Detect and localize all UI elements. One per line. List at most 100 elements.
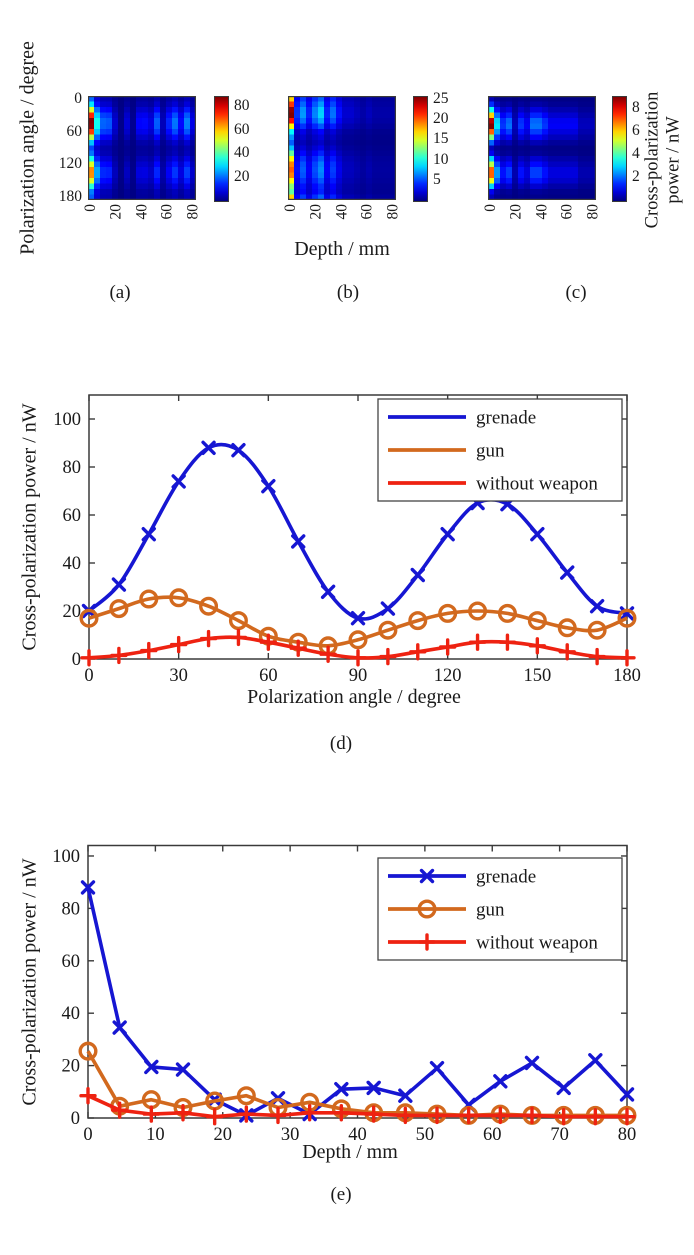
- heatmap-cell: [390, 117, 396, 124]
- heatmap-cell: [488, 96, 495, 102]
- heatmap-cell: [124, 134, 131, 141]
- heatmap-cell: [518, 117, 525, 124]
- heatmap-cell: [154, 112, 161, 119]
- heatmap-cell: [366, 189, 373, 195]
- heatmap-cell: [288, 172, 295, 179]
- heatmap-cell: [88, 106, 95, 113]
- heatmap-cell: [160, 96, 167, 102]
- heatmap-cell: [318, 156, 325, 163]
- heatmap-cell: [106, 161, 113, 168]
- heatmap-cell: [566, 145, 573, 152]
- heatmap-cell: [354, 194, 361, 200]
- heatmap-cell: [300, 172, 307, 179]
- heatmap-cell: [288, 101, 295, 108]
- heatmap-cell: [336, 96, 343, 102]
- heatmap-cell: [554, 178, 561, 184]
- heatmap-cell: [566, 101, 573, 108]
- heatmap-cell: [384, 145, 391, 152]
- heatmap-cell: [560, 183, 567, 190]
- heatmap-cell: [560, 150, 567, 157]
- y-tick-label: 100: [52, 847, 80, 867]
- heatmap-cell: [154, 145, 161, 152]
- heatmap-cell: [190, 189, 196, 195]
- heatmap-cell: [148, 134, 155, 141]
- heatmap-cell: [584, 139, 591, 146]
- heatmap-cell: [390, 172, 396, 179]
- heatmap-cell: [172, 194, 179, 200]
- heatmap-cell: [554, 156, 561, 163]
- heatmap-cell: [360, 106, 367, 113]
- heatmap-cell: [172, 106, 179, 113]
- heatmap-cell: [342, 134, 349, 141]
- series-marker-grenade: [530, 526, 545, 542]
- heatmap-cell: [172, 101, 179, 108]
- heatmap-cell: [288, 156, 295, 163]
- heatmap-cell: [88, 194, 95, 200]
- series-marker-grenade: [556, 1080, 571, 1096]
- heatmap-cell: [288, 106, 295, 113]
- heatmap-cell: [384, 150, 391, 157]
- heatmap-cell: [560, 156, 567, 163]
- heatmap-cell: [142, 161, 149, 168]
- heatmap-cell: [578, 139, 585, 146]
- heatmap-cell: [536, 134, 543, 141]
- heatmap-cell: [366, 134, 373, 141]
- heatmap-cell: [100, 106, 107, 113]
- heatmap-cell: [536, 145, 543, 152]
- heatmap-cell: [500, 150, 507, 157]
- legend-label: gun: [476, 441, 505, 462]
- heatmap-cell: [130, 123, 137, 130]
- heatmap-cell: [324, 194, 331, 200]
- heatmap-cell: [300, 156, 307, 163]
- heatmap-cell: [536, 183, 543, 190]
- heatmap-cell: [288, 96, 295, 102]
- heatmap-cell: [506, 178, 513, 184]
- legend-label: grenade: [476, 867, 536, 888]
- heatmap-cell: [100, 178, 107, 184]
- heatmap-cell: [136, 167, 143, 173]
- heatmap-cell: [130, 117, 137, 124]
- heatmap-cell: [548, 117, 555, 124]
- heatmap-cell: [506, 128, 513, 135]
- heatmap-cell: [572, 150, 579, 157]
- heatmap-cell: [190, 123, 196, 130]
- heatmap-cell: [330, 150, 337, 157]
- heatmap-cell: [118, 161, 125, 168]
- heatmap-cell: [342, 96, 349, 102]
- heatmap-cell: [360, 123, 367, 130]
- heatmap-cell: [378, 183, 385, 190]
- heatmap-cell: [372, 112, 379, 119]
- heatmap-cell: [512, 112, 519, 119]
- heatmap-cell: [190, 167, 196, 173]
- heatmap-cell: [94, 194, 101, 200]
- heatmap-cell: [106, 96, 113, 102]
- x-tick-label: 90: [349, 666, 368, 686]
- heatmap-cell: [130, 101, 137, 108]
- series-marker-grenade: [493, 1074, 508, 1089]
- heatmap-cell: [360, 101, 367, 108]
- heatmap-cell: [94, 172, 101, 179]
- heatmap-cell: [330, 128, 337, 135]
- heatmap-cell: [524, 123, 531, 130]
- heatmap-cell: [494, 117, 501, 124]
- heatmap-cell: [342, 117, 349, 124]
- series-line-gun: [86, 1050, 627, 1118]
- heatmap-cell: [572, 112, 579, 119]
- heatmap-cell: [124, 183, 131, 190]
- legend-marker: [417, 899, 437, 919]
- heatmap-cell: [330, 194, 337, 200]
- heatmap-cell: [118, 134, 125, 141]
- heatmap-cell: [306, 145, 313, 152]
- heatmap-cell: [354, 96, 361, 102]
- heatmap-cell: [572, 156, 579, 163]
- heatmap-cell: [524, 178, 531, 184]
- heatmap-cell: [354, 134, 361, 141]
- heatmap-cell: [336, 117, 343, 124]
- heatmap-cell: [160, 150, 167, 157]
- heatmap-cell: [500, 189, 507, 195]
- heatmap-cell: [184, 106, 191, 113]
- heatmap-cell: [112, 194, 119, 200]
- heatmap-cell: [584, 123, 591, 130]
- series-marker-gun: [438, 603, 458, 623]
- heatmap-cell: [372, 96, 379, 102]
